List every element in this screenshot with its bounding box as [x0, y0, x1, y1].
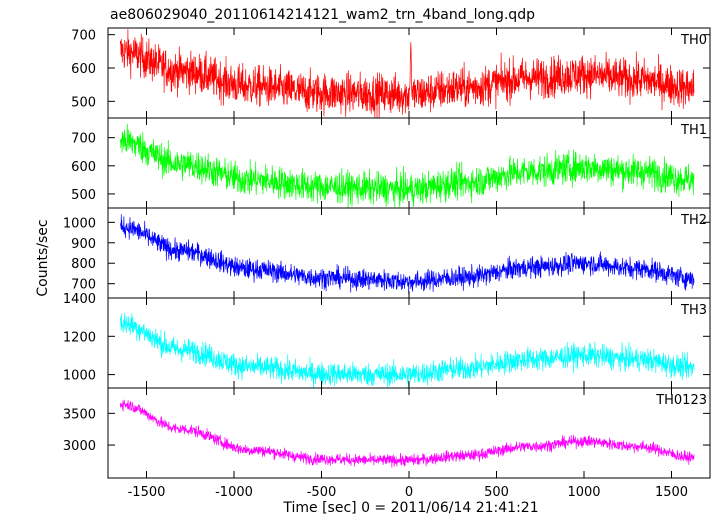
x-tick-label: 0 — [405, 485, 413, 500]
panel-th3: 1000 1200 1400 TH3 — [63, 292, 711, 389]
x-axis: -1500 -1000 -500 0 500 1000 1500 — [128, 485, 688, 500]
y-tick-label: 700 — [71, 132, 96, 147]
y-tick-label: 1000 — [63, 369, 96, 384]
y-tick-label: 600 — [71, 160, 96, 175]
series-line-th2 — [120, 214, 695, 295]
panel-label-th1: TH1 — [680, 123, 707, 138]
panel-th0: 500 600 700 TH0 — [71, 27, 711, 119]
y-axis-label: Counts/sec — [35, 219, 51, 296]
panel-label-th3: TH3 — [680, 303, 707, 318]
x-tick-label: 1500 — [655, 485, 688, 500]
y-tick-label: 1000 — [63, 216, 96, 231]
y-tick-label: 1200 — [63, 330, 96, 345]
y-tick-label: 3500 — [63, 407, 96, 422]
y-tick-label: 800 — [71, 257, 96, 272]
series-line-th1 — [119, 123, 695, 208]
panel-label-th0123: TH0123 — [655, 393, 707, 408]
x-tick-label: -1500 — [128, 485, 166, 500]
panel-frame — [107, 387, 711, 479]
panel-label-th0: TH0 — [680, 33, 707, 48]
panel-label-th2: TH2 — [680, 213, 707, 228]
panel-th0123: 3000 3500 TH0123 — [63, 387, 711, 479]
series-line-th0 — [119, 29, 695, 118]
series-line-th0123 — [119, 399, 695, 468]
y-tick-label: 700 — [71, 29, 96, 44]
x-tick-label: 500 — [484, 485, 509, 500]
y-tick-label: 700 — [71, 278, 96, 293]
x-tick-label: -1000 — [215, 485, 253, 500]
x-tick-label: 1000 — [567, 485, 600, 500]
y-tick-label: 600 — [71, 62, 96, 77]
panel-th1: 500 600 700 TH1 — [71, 117, 711, 209]
chart-panels: 500 600 700 TH0 500 600 700 TH1 700 800 900 1000 TH2… — [63, 27, 711, 479]
x-axis-label: Time [sec] 0 = 2011/06/14 21:41:21 — [282, 500, 538, 516]
y-tick-label: 500 — [71, 188, 96, 203]
chart-title: ae806029040_20110614214121_wam2_trn_4ban… — [110, 7, 535, 23]
y-tick-label: 3000 — [63, 439, 96, 454]
panel-th2: 700 800 900 1000 TH2 — [63, 207, 711, 299]
y-tick-label: 900 — [71, 237, 96, 252]
y-tick-label: 500 — [71, 95, 96, 110]
x-tick-label: -500 — [307, 485, 337, 500]
series-line-th3 — [119, 313, 695, 388]
y-tick-label: 1400 — [63, 292, 96, 307]
